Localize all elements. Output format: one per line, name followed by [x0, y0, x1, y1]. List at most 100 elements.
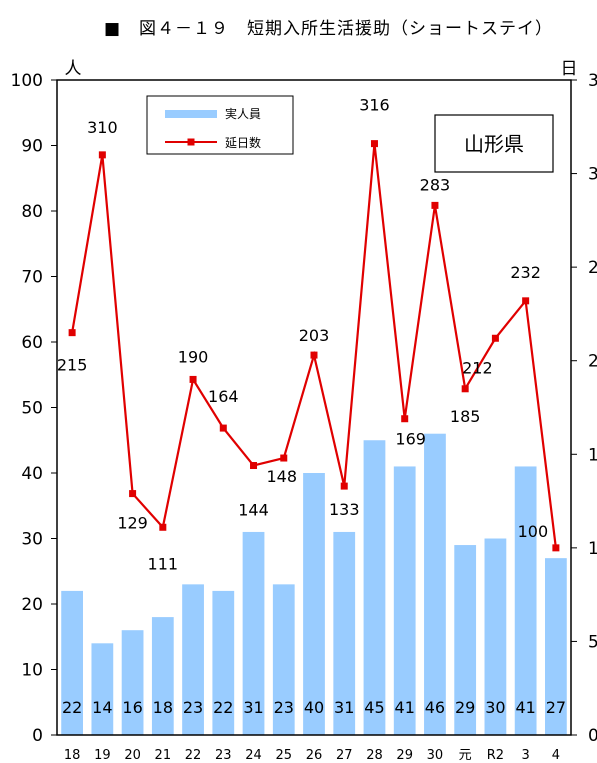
right-axis-unit: 日: [561, 59, 578, 79]
chart-title: ■ 図４－１９ 短期入所生活援助（ショートステイ）: [104, 19, 554, 39]
bar-value-label: 22: [213, 698, 233, 717]
line-value-label: 212: [462, 358, 493, 377]
line-point: [431, 201, 439, 209]
left-axis-tick-label: 50: [21, 399, 43, 419]
right-axis-tick-label: 0: [588, 726, 597, 746]
left-axis-tick-label: 40: [21, 464, 43, 484]
x-axis-tick-label: 元: [459, 748, 472, 763]
bar-value-label: 18: [153, 698, 173, 717]
bar-value-label: 30: [485, 698, 505, 717]
line-value-label: 232: [510, 263, 541, 282]
left-axis-unit: 人: [65, 59, 82, 79]
bar-value-label: 41: [515, 698, 535, 717]
line-point: [340, 482, 348, 490]
x-axis-tick-label: 19: [94, 748, 111, 763]
left-axis-tick-label: 70: [21, 268, 43, 288]
bar-value-label: 29: [455, 698, 475, 717]
x-axis-tick-label: R2: [487, 748, 504, 763]
bar-value-label: 31: [334, 698, 354, 717]
bar: [61, 590, 84, 735]
bar-value-label: 22: [62, 698, 82, 717]
line-point: [189, 375, 197, 383]
bar: [514, 466, 537, 735]
right-axis-tick-label: 3: [588, 165, 597, 185]
left-axis-tick-label: 100: [11, 71, 43, 91]
bar: [212, 590, 235, 735]
bar: [151, 617, 174, 735]
line-value-label: 100: [518, 522, 549, 541]
annotation-label: 山形県: [464, 132, 524, 156]
right-axis-tick-label: 2: [588, 352, 597, 372]
x-axis-tick-label: 22: [185, 748, 202, 763]
legend-swatch-bar: [165, 110, 217, 118]
x-axis-tick-label: 26: [306, 748, 323, 763]
x-axis-tick-label: 20: [124, 748, 141, 763]
bar-value-label: 23: [183, 698, 203, 717]
line-value-label: 316: [359, 96, 390, 115]
line-point: [219, 424, 227, 432]
bar: [91, 643, 114, 735]
x-axis-tick-label: 21: [155, 748, 172, 763]
bar-value-label: 46: [425, 698, 445, 717]
line-value-label: 129: [117, 514, 148, 533]
bar: [424, 433, 446, 735]
bar-value-label: 23: [274, 698, 294, 717]
x-axis-tick-label: 28: [366, 748, 383, 763]
bar: [393, 466, 416, 735]
left-axis-tick-label: 10: [21, 661, 43, 681]
line-point: [552, 544, 560, 552]
line-point: [461, 385, 469, 393]
line-point: [522, 297, 530, 305]
line-value-label: 133: [329, 500, 360, 519]
line-point: [68, 329, 76, 337]
left-axis-tick-label: 30: [21, 530, 43, 550]
bar-value-label: 45: [364, 698, 384, 717]
left-axis-tick-label: 60: [21, 333, 43, 353]
line-value-label: 283: [420, 175, 451, 194]
line-value-label: 185: [450, 407, 481, 426]
line-value-label: 164: [208, 387, 239, 406]
bar: [454, 545, 477, 735]
line-value-label: 169: [395, 430, 426, 449]
x-axis-tick-label: 4: [552, 748, 560, 763]
bar: [484, 538, 507, 735]
bar: [272, 584, 295, 735]
bar: [303, 473, 325, 735]
x-axis-tick-label: 24: [245, 748, 262, 763]
line-point: [250, 462, 258, 470]
right-axis-tick-label: 1: [588, 539, 597, 559]
line-point: [401, 415, 409, 423]
bar-value-label: 14: [92, 698, 112, 717]
line-point: [491, 334, 499, 342]
annotation-box: 山形県: [434, 114, 554, 173]
left-axis-tick-label: 0: [32, 726, 43, 746]
bar: [333, 531, 356, 735]
left-axis-tick-label: 90: [21, 137, 43, 157]
left-axis-tick-label: 80: [21, 202, 43, 222]
legend-box: [146, 95, 294, 155]
x-axis-tick-label: 25: [275, 748, 292, 763]
left-axis-tick-label: 20: [21, 595, 43, 615]
x-axis-tick-label: 23: [215, 748, 232, 763]
line-point: [98, 151, 106, 159]
bar-value-label: 16: [122, 698, 142, 717]
line-point: [370, 140, 378, 148]
right-axis-tick-label: 2: [588, 258, 597, 278]
line-point: [310, 351, 318, 359]
line-value-label: 144: [238, 501, 269, 520]
line-point: [129, 490, 137, 498]
legend-label: 実人員: [225, 106, 261, 121]
line-value-label: 148: [266, 467, 297, 486]
x-axis-tick-label: 18: [64, 748, 81, 763]
bar: [121, 630, 144, 735]
x-axis-tick-label: 29: [396, 748, 413, 763]
x-axis-tick-label: 3: [522, 748, 530, 763]
x-axis-tick-label: 30: [427, 748, 444, 763]
bar-value-label: 41: [395, 698, 415, 717]
bar-value-label: 31: [243, 698, 263, 717]
legend-swatch-marker: [187, 138, 195, 146]
line-point: [159, 523, 167, 531]
line-value-label: 111: [148, 554, 179, 573]
